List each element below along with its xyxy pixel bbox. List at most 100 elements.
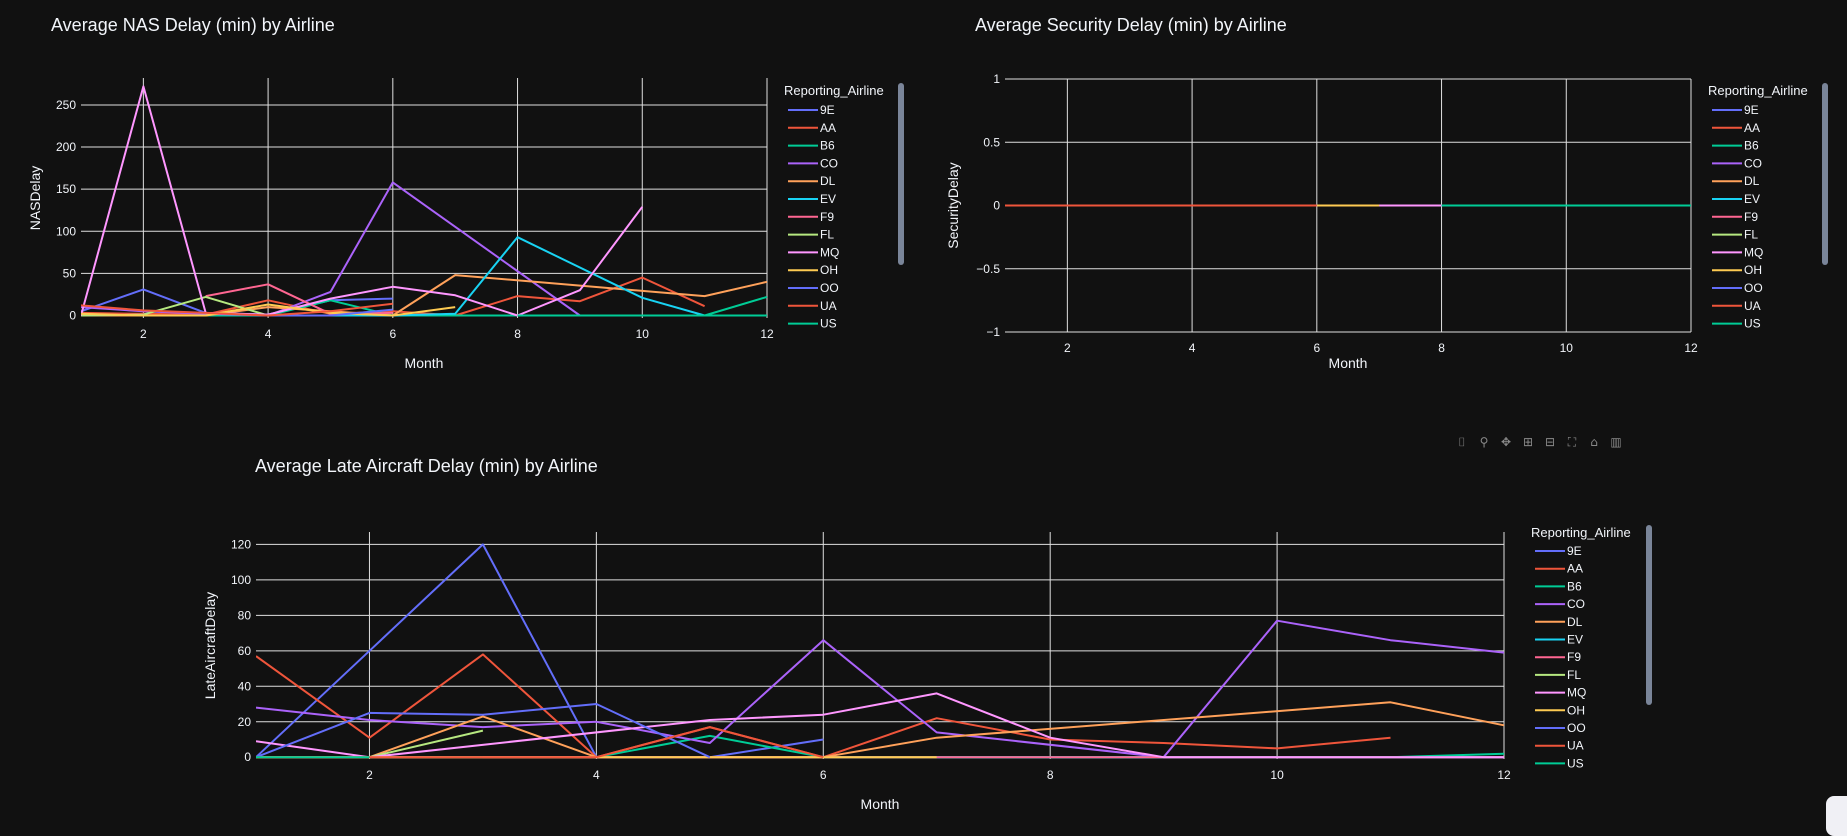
legend-title: Reporting_Airline bbox=[1708, 83, 1808, 98]
legend: Reporting_Airline 9E AA B6 CO DL EV F9 FL MQ OH OO U… bbox=[1531, 525, 1652, 770]
x-tick-label: 4 bbox=[265, 327, 272, 341]
legend-label: OO bbox=[1567, 721, 1586, 735]
legend-item-ev[interactable]: EV bbox=[788, 192, 836, 206]
legend-item-ev[interactable]: EV bbox=[1712, 192, 1760, 206]
legend-item-ev[interactable]: EV bbox=[1535, 633, 1583, 647]
legend-item-ua[interactable]: UA bbox=[1712, 299, 1761, 313]
x-tick-label: 2 bbox=[366, 768, 373, 782]
legend-item-co[interactable]: CO bbox=[1712, 156, 1762, 170]
legend-item-co[interactable]: CO bbox=[788, 156, 838, 170]
legend-scrollbar[interactable] bbox=[1822, 83, 1828, 265]
x-tick-label: 8 bbox=[1438, 341, 1445, 355]
legend-item-mq[interactable]: MQ bbox=[788, 245, 839, 259]
series-line-aa bbox=[81, 276, 706, 317]
legend-item-f9[interactable]: F9 bbox=[788, 210, 834, 224]
series-line-co bbox=[256, 619, 1505, 759]
y-tick-label: 60 bbox=[238, 644, 252, 658]
legend-label: EV bbox=[1744, 192, 1760, 206]
legend-label: DL bbox=[1744, 174, 1760, 188]
legend-item-oo[interactable]: OO bbox=[788, 281, 839, 295]
legend-item-9e[interactable]: 9E bbox=[1712, 103, 1759, 117]
legend-label: US bbox=[820, 317, 837, 331]
legend-item-f9[interactable]: F9 bbox=[1712, 210, 1758, 224]
legend-item-aa[interactable]: AA bbox=[1535, 562, 1583, 576]
legend-label: F9 bbox=[1567, 650, 1581, 664]
series-line-oo bbox=[268, 308, 393, 317]
legend-scrollbar[interactable] bbox=[1646, 525, 1652, 705]
y-tick-label: 1 bbox=[993, 72, 1000, 86]
legend-label: CO bbox=[820, 156, 838, 170]
legend-item-b6[interactable]: B6 bbox=[788, 139, 835, 153]
legend-item-oo[interactable]: OO bbox=[1535, 721, 1586, 735]
legend-item-us[interactable]: US bbox=[1535, 756, 1584, 770]
modebar: ⌷ ⚲ ✥ ⊞ ⊟ ⛶ ⌂ ▥ bbox=[1455, 432, 1655, 452]
legend-label: F9 bbox=[820, 210, 834, 224]
legend-item-us[interactable]: US bbox=[1712, 317, 1761, 331]
pan-icon[interactable]: ✥ bbox=[1500, 435, 1512, 449]
legend-item-mq[interactable]: MQ bbox=[1712, 245, 1763, 259]
legend-item-aa[interactable]: AA bbox=[788, 121, 836, 135]
legend-item-b6[interactable]: B6 bbox=[1535, 579, 1582, 593]
reset-axes-icon[interactable]: ⌂ bbox=[1590, 435, 1598, 449]
x-tick-label: 8 bbox=[1047, 768, 1054, 782]
series-line-oh bbox=[81, 303, 456, 317]
zoom-icon[interactable]: ⚲ bbox=[1479, 435, 1489, 449]
legend-item-9e[interactable]: 9E bbox=[1535, 544, 1582, 558]
legend-item-dl[interactable]: DL bbox=[1712, 174, 1760, 188]
legend-item-fl[interactable]: FL bbox=[1535, 668, 1581, 682]
legend-item-oh[interactable]: OH bbox=[1535, 703, 1585, 717]
legend-label: B6 bbox=[1567, 579, 1582, 593]
legend-item-b6[interactable]: B6 bbox=[1712, 139, 1759, 153]
zoom-out-icon[interactable]: ⊟ bbox=[1544, 435, 1556, 449]
chart-1: Average NAS Delay (min) by Airline 2 4 6 8 10… bbox=[27, 15, 904, 371]
legend-item-dl[interactable]: DL bbox=[788, 174, 836, 188]
plotly-logo-icon[interactable]: ▥ bbox=[1610, 435, 1622, 449]
y-tick-label: 0 bbox=[244, 750, 251, 764]
legend-item-oo[interactable]: OO bbox=[1712, 281, 1763, 295]
legend-label: OH bbox=[1744, 263, 1762, 277]
legend-item-ua[interactable]: UA bbox=[1535, 739, 1584, 753]
zoom-in-icon[interactable]: ⊞ bbox=[1522, 435, 1534, 449]
legend-label: CO bbox=[1744, 156, 1762, 170]
y-tick-label: 200 bbox=[56, 140, 76, 154]
y-tick-label: 40 bbox=[238, 679, 252, 693]
legend-item-fl[interactable]: FL bbox=[1712, 228, 1758, 242]
x-tick-label: 2 bbox=[1064, 341, 1071, 355]
legend-label: UA bbox=[1567, 739, 1584, 753]
y-tick-label: 20 bbox=[238, 715, 252, 729]
series-group bbox=[81, 85, 768, 317]
y-tick-label: 100 bbox=[231, 573, 251, 587]
legend-item-dl[interactable]: DL bbox=[1535, 615, 1583, 629]
y-tick-label: 0 bbox=[69, 308, 76, 322]
legend: Reporting_Airline 9E AA B6 CO DL EV F9 FL MQ OH OO U… bbox=[1708, 83, 1828, 331]
x-tick-label: 2 bbox=[140, 327, 147, 341]
legend-item-co[interactable]: CO bbox=[1535, 597, 1585, 611]
legend-scrollbar[interactable] bbox=[898, 83, 904, 265]
legend-item-f9[interactable]: F9 bbox=[1535, 650, 1581, 664]
legend-item-fl[interactable]: FL bbox=[788, 228, 834, 242]
legend-item-oh[interactable]: OH bbox=[788, 263, 838, 277]
x-tick-label: 6 bbox=[820, 768, 827, 782]
x-tick-label: 4 bbox=[593, 768, 600, 782]
chart-title: Average Late Aircraft Delay (min) by Air… bbox=[255, 456, 598, 476]
legend-item-oh[interactable]: OH bbox=[1712, 263, 1762, 277]
chart-2: Average Security Delay (min) by Airline 2… bbox=[945, 15, 1828, 371]
corner-widget[interactable] bbox=[1826, 796, 1847, 836]
legend-item-mq[interactable]: MQ bbox=[1535, 686, 1586, 700]
legend-item-ua[interactable]: UA bbox=[788, 299, 837, 313]
legend-label: DL bbox=[1567, 615, 1583, 629]
legend-item-us[interactable]: US bbox=[788, 317, 837, 331]
legend-item-9e[interactable]: 9E bbox=[788, 103, 835, 117]
legend-label: DL bbox=[820, 174, 836, 188]
y-tick-label: 120 bbox=[231, 537, 251, 551]
chart-title: Average NAS Delay (min) by Airline bbox=[51, 15, 335, 35]
legend-label: FL bbox=[820, 228, 834, 242]
legend-label: 9E bbox=[820, 103, 835, 117]
series-line-dl bbox=[81, 274, 768, 317]
autoscale-icon[interactable]: ⛶ bbox=[1567, 434, 1577, 449]
y-axis-title: SecurityDelay bbox=[945, 162, 961, 248]
camera-icon[interactable]: ⌷ bbox=[1458, 434, 1466, 449]
legend-item-aa[interactable]: AA bbox=[1712, 121, 1760, 135]
x-axis-title: Month bbox=[1329, 355, 1368, 371]
